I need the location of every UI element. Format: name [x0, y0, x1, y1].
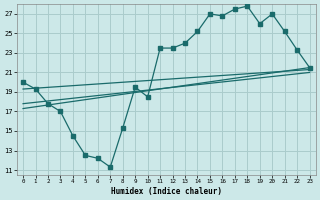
X-axis label: Humidex (Indice chaleur): Humidex (Indice chaleur): [111, 187, 222, 196]
